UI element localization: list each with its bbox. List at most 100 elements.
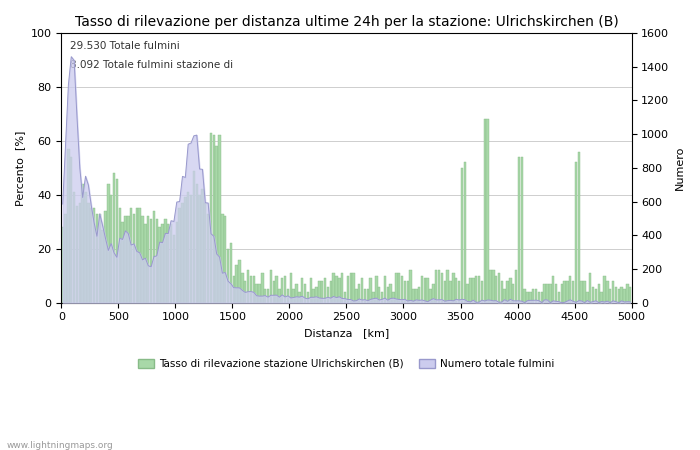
Bar [78,203,81,303]
Bar [198,195,201,303]
Bar [364,289,366,303]
Bar [603,276,606,303]
Bar [139,208,141,303]
Bar [309,279,312,303]
Bar [529,292,531,303]
Bar [330,281,332,303]
Bar [561,284,563,303]
Legend: Tasso di rilevazione stazione Ulrichskirchen (B), Numero totale fulmini: Tasso di rilevazione stazione Ulrichskir… [134,355,559,373]
Bar [498,273,500,303]
Bar [552,276,554,303]
Bar [598,284,600,303]
Title: Tasso di rilevazione per distanza ultime 24h per la stazione: Ulrichskirchen (B): Tasso di rilevazione per distanza ultime… [75,15,618,29]
Bar [378,287,380,303]
Bar [444,281,446,303]
Bar [626,284,629,303]
Bar [609,289,611,303]
Bar [167,225,169,303]
Bar [88,203,90,303]
Bar [201,189,204,303]
Bar [424,279,426,303]
Bar [210,133,212,303]
Bar [372,292,375,303]
Bar [272,281,275,303]
Bar [298,292,300,303]
Bar [315,287,318,303]
Bar [452,273,454,303]
Bar [401,276,403,303]
Bar [153,211,155,303]
Bar [170,225,172,303]
Bar [124,216,127,303]
Bar [62,227,64,303]
Bar [235,265,238,303]
Bar [438,270,440,303]
Bar [287,289,289,303]
Bar [147,216,150,303]
Bar [341,273,344,303]
Bar [475,276,477,303]
Bar [290,273,292,303]
Bar [555,284,557,303]
Bar [190,195,193,303]
Bar [503,289,506,303]
Bar [64,214,67,303]
Bar [346,276,349,303]
Bar [76,206,78,303]
Bar [238,260,241,303]
Bar [90,208,92,303]
Bar [301,279,303,303]
Bar [575,162,577,303]
Bar [81,184,84,303]
Text: 8.092 Totale fulmini stazione di: 8.092 Totale fulmini stazione di [70,60,233,70]
Bar [429,289,432,303]
Bar [538,292,540,303]
Bar [284,276,286,303]
Bar [93,208,95,303]
Bar [410,270,412,303]
Bar [524,289,526,303]
Bar [515,270,517,303]
Bar [178,208,181,303]
Bar [161,225,164,303]
Bar [110,195,113,303]
Bar [404,281,406,303]
Bar [144,225,146,303]
Bar [512,284,514,303]
Bar [549,284,552,303]
Bar [181,203,183,303]
Bar [367,289,369,303]
Bar [606,281,608,303]
Bar [583,281,586,303]
Bar [489,270,491,303]
Bar [213,135,215,303]
Bar [164,219,167,303]
Bar [327,287,329,303]
Text: www.lightningmaps.org: www.lightningmaps.org [7,441,113,450]
Bar [218,135,220,303]
Bar [227,249,230,303]
Bar [361,279,363,303]
Bar [398,273,400,303]
Bar [484,119,486,303]
Bar [232,276,235,303]
Bar [569,276,571,303]
Bar [344,292,346,303]
Bar [617,289,620,303]
Bar [312,289,315,303]
Bar [349,273,352,303]
Bar [136,208,138,303]
Bar [261,273,263,303]
Bar [221,214,223,303]
Bar [158,227,161,303]
Bar [418,287,421,303]
Bar [281,279,284,303]
Bar [204,203,206,303]
Bar [295,284,298,303]
Bar [601,292,603,303]
Bar [526,292,528,303]
Bar [352,273,355,303]
Bar [293,289,295,303]
Bar [173,235,175,303]
Bar [193,171,195,303]
